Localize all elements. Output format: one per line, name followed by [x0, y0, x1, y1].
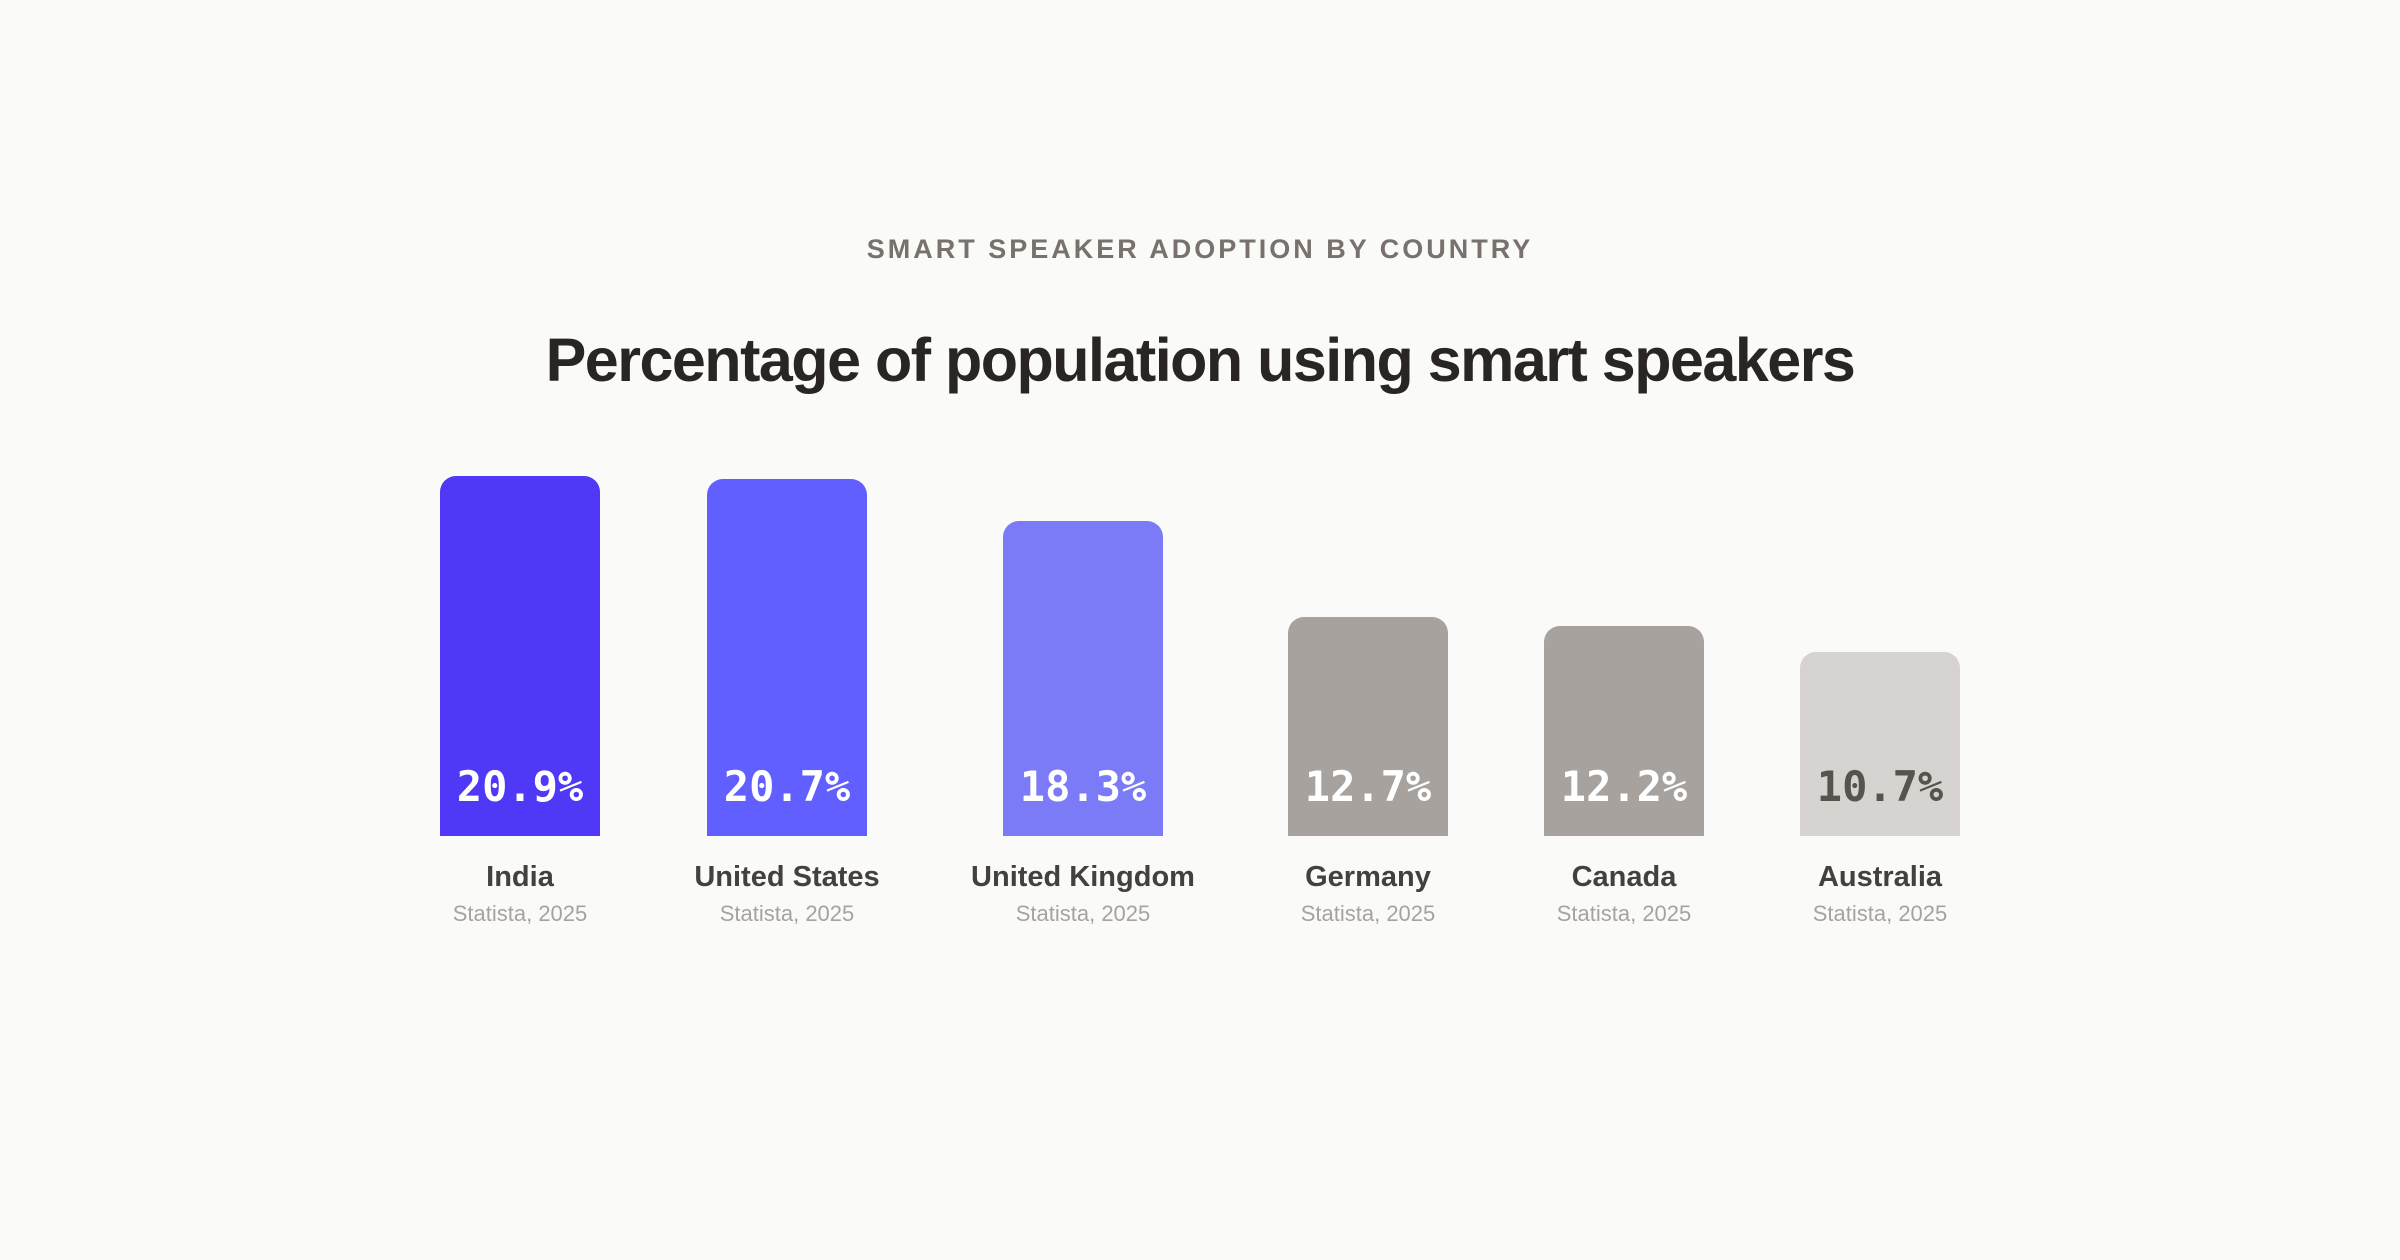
- bar-india: 20.9%: [440, 476, 600, 836]
- source-label: Statista, 2025: [1300, 901, 1436, 926]
- bar-value-label: 12.2%: [1560, 762, 1688, 811]
- category-label: United States: [694, 861, 880, 893]
- bar-value-label: 18.3%: [1019, 762, 1147, 811]
- category-label: Canada: [1571, 861, 1677, 893]
- chart-title: Percentage of population using smart spe…: [545, 326, 1856, 394]
- source-label: Statista, 2025: [1812, 901, 1948, 926]
- category-label: Australia: [1817, 861, 1943, 893]
- category-label: Germany: [1305, 861, 1431, 893]
- bar-value-label: 10.7%: [1816, 762, 1944, 811]
- bar-united-states: 20.7%: [707, 479, 867, 836]
- category-label: United Kingdom: [971, 861, 1195, 893]
- bar-australia: 10.7%: [1800, 652, 1960, 836]
- bar-value-label: 20.9%: [456, 762, 584, 811]
- source-label: Statista, 2025: [1556, 901, 1692, 926]
- source-label: Statista, 2025: [452, 901, 588, 926]
- chart-eyebrow: SMART SPEAKER ADOPTION BY COUNTRY: [866, 234, 1534, 264]
- source-label: Statista, 2025: [1015, 901, 1151, 926]
- bar-canada: 12.2%: [1544, 626, 1704, 836]
- source-label: Statista, 2025: [719, 901, 855, 926]
- category-label: India: [486, 861, 554, 893]
- bar-united-kingdom: 18.3%: [1003, 521, 1163, 836]
- bar-germany: 12.7%: [1288, 617, 1448, 836]
- bar-value-label: 20.7%: [723, 762, 851, 811]
- bar-value-label: 12.7%: [1304, 762, 1432, 811]
